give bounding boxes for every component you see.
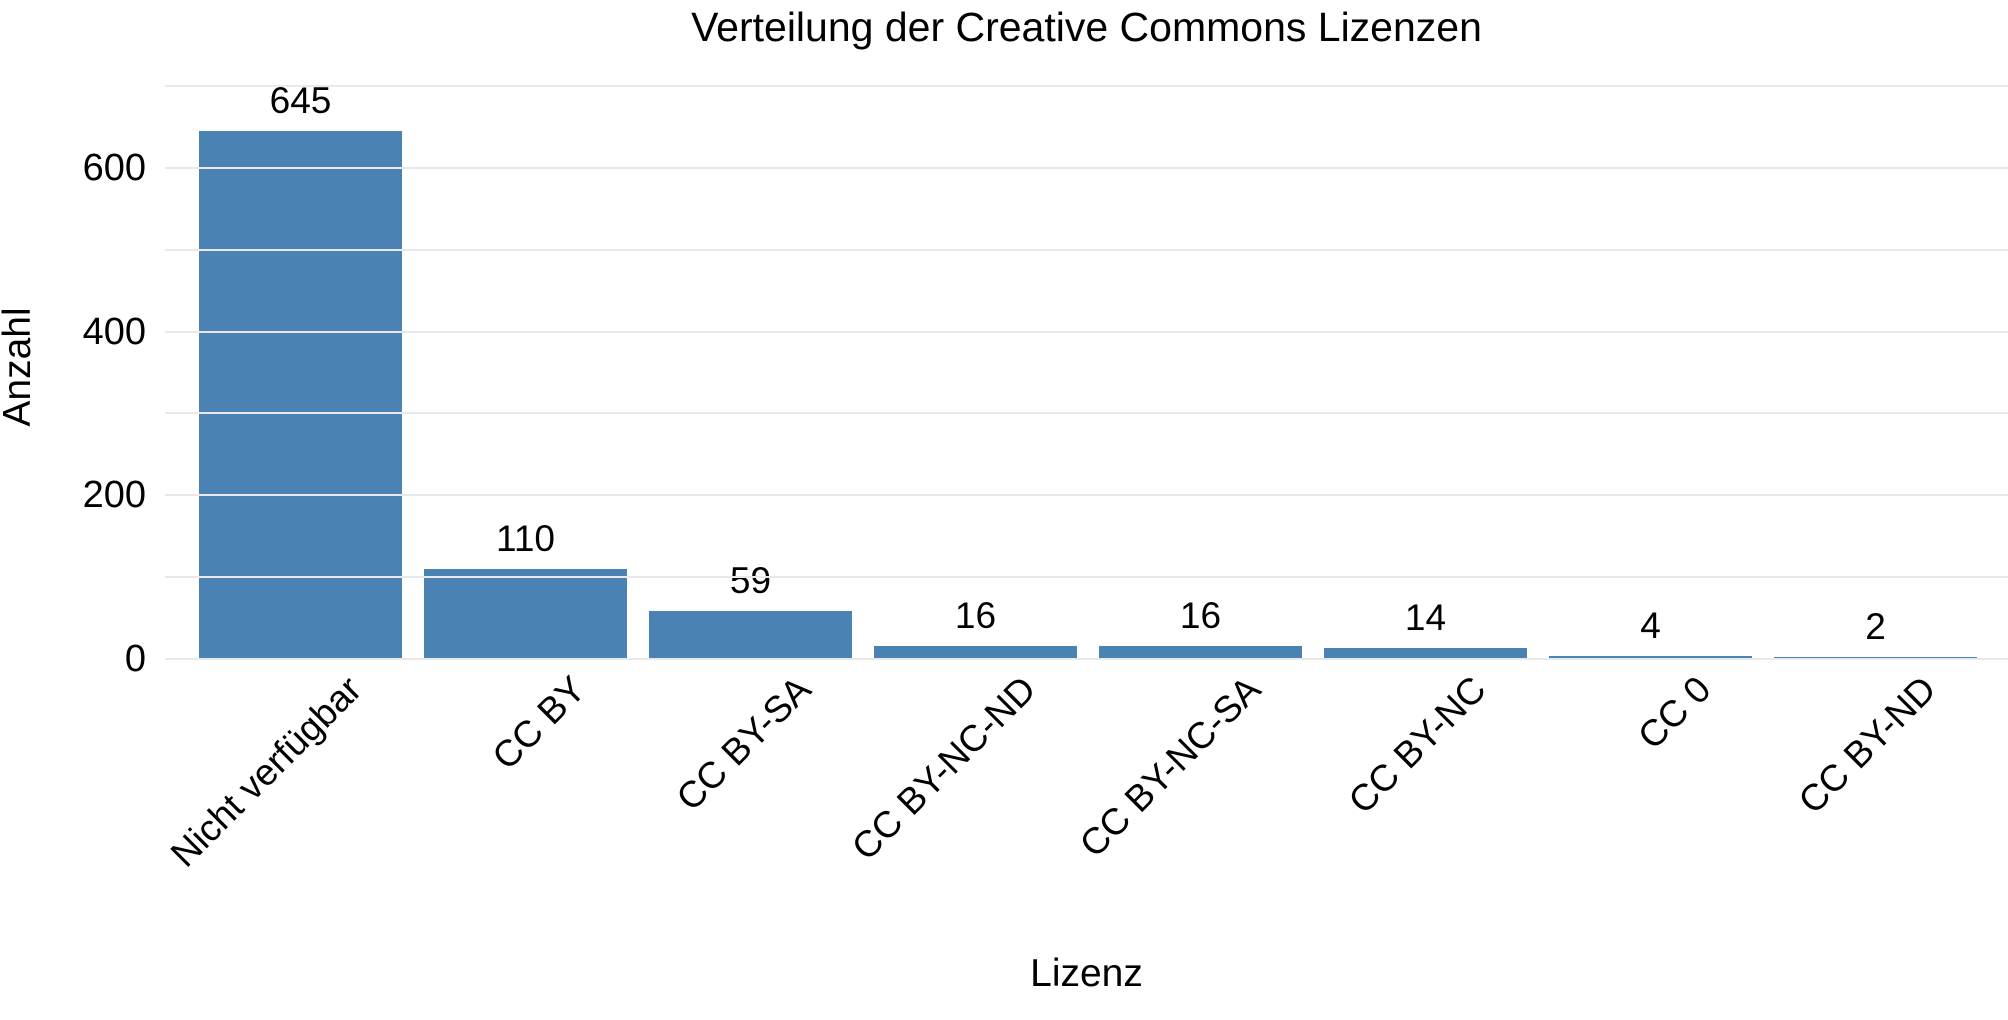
bar-value-label: 59	[729, 559, 772, 601]
y-tick-label: 400	[82, 310, 146, 353]
plot-area: 645 110 59 16 16 14 4 2 0 200 400 600 Nicht verfügb…	[83, 66, 2008, 875]
bar-slot: 110	[413, 66, 638, 659]
bar-cc-by-nc-sa	[1099, 645, 1302, 659]
bars-row: 645 110 59 16 16 14 4 2	[188, 66, 1988, 659]
bar-slot: 16	[1088, 66, 1313, 659]
bar-cc-by-nc-nd	[874, 645, 1077, 659]
bar-slot: 4	[1538, 66, 1763, 659]
bar-cc-by-sa	[649, 610, 852, 659]
bar-nicht-verf-gbar	[199, 131, 402, 659]
bar-value-label: 14	[1404, 596, 1447, 638]
gridline-y-700	[165, 85, 2008, 88]
bar-slot: 14	[1313, 66, 1538, 659]
bar-cc-0	[1549, 655, 1752, 659]
x-tick-label: CC BY-NC-ND	[844, 668, 1044, 868]
bar-value-label: 2	[1865, 606, 1886, 648]
x-tick-label: CC BY-NC-SA	[1072, 668, 1269, 865]
x-tick-label: Nicht verfügbar	[162, 668, 369, 875]
x-axis-title: Lizenz	[1030, 952, 1143, 995]
bar-value-label: 4	[1640, 604, 1661, 646]
gridline-y-600	[165, 166, 2008, 169]
chart-title: Verteilung der Creative Commons Lizenzen	[691, 4, 1482, 50]
x-tick-label: CC 0	[1630, 668, 1719, 757]
bar-slot: 2	[1763, 66, 1988, 659]
bar-value-label: 645	[269, 80, 332, 122]
bar-value-label: 16	[954, 594, 997, 636]
y-tick-label: 200	[82, 474, 146, 517]
x-tick-label: CC BY-SA	[668, 668, 819, 819]
bar-cc-by-nc	[1324, 647, 1527, 659]
x-tick-label: CC BY-NC	[1340, 668, 1494, 822]
bar-cc-by	[424, 568, 627, 659]
gridline-y-100	[165, 576, 2008, 579]
x-tick-label: CC BY	[484, 668, 594, 778]
y-tick-label: 600	[82, 146, 146, 189]
bar-value-label: 110	[496, 517, 555, 559]
gridline-y-0	[165, 658, 2008, 660]
bar-value-label: 16	[1179, 594, 1222, 636]
bar-slot: 645	[188, 66, 413, 659]
bar-slot: 16	[863, 66, 1088, 659]
y-tick-label: 0	[124, 638, 146, 680]
bar-slot: 59	[638, 66, 863, 659]
gridline-y-400	[165, 330, 2008, 333]
gridline-y-300	[165, 412, 2008, 415]
gridline-y-500	[165, 248, 2008, 251]
x-tick-label: CC BY-ND	[1790, 668, 1944, 822]
y-axis-title: Anzahl	[0, 307, 39, 427]
gridline-y-200	[165, 494, 2008, 497]
